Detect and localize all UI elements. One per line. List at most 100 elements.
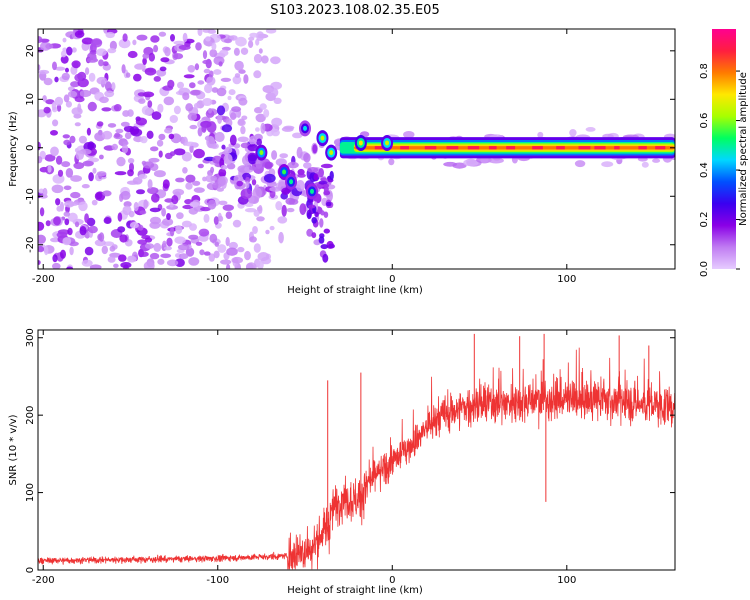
spectrogram-cell [255, 113, 266, 123]
spectrogram-cell [220, 77, 232, 82]
spectrogram-cell [56, 104, 62, 112]
spectrogram-cell [183, 74, 195, 79]
spectrogram-cell [158, 31, 167, 37]
spectrogram-cell [38, 221, 45, 231]
figure-title: S103.2023.108.02.35.E05 [270, 3, 439, 18]
spectrogram-x-tick-label: 100 [557, 274, 576, 285]
spectrogram-cell [203, 68, 211, 74]
spectrogram-cell [75, 150, 85, 160]
spectrogram-cell [81, 37, 94, 45]
transition-blob [329, 150, 334, 156]
spectrogram-cell [123, 201, 132, 208]
spectrogram-cell [43, 106, 51, 114]
spectrogram-cell [226, 263, 231, 269]
spectrogram-cell [56, 205, 63, 212]
spectrogram-cell [226, 247, 238, 256]
spectrogram-cell [585, 126, 596, 132]
spectrogram-cell [201, 123, 207, 133]
snr-x-tick-label: 100 [557, 575, 576, 586]
spectrogram-cell [308, 204, 316, 209]
spectrogram-cell [148, 157, 160, 163]
spectrogram-cell [218, 200, 228, 206]
spectrogram-cell [142, 91, 155, 98]
spectrogram-cell [141, 105, 153, 116]
spectrogram-cell [63, 94, 70, 103]
signal-band-core [506, 146, 516, 150]
spectrogram-cell [81, 184, 90, 189]
spectrogram-cell [173, 53, 184, 60]
spectrogram-cell [218, 168, 227, 177]
spectrogram-cell [247, 154, 258, 165]
spectrogram-plot-area [38, 29, 675, 269]
spectrogram-cell [271, 88, 279, 97]
spectrogram-cell [128, 210, 135, 218]
spectrogram-cell [57, 169, 64, 177]
spectrogram-cell [150, 35, 160, 43]
spectrogram-cell [38, 260, 41, 265]
spectrogram-cell [127, 158, 135, 164]
spectrogram-cell [303, 152, 311, 163]
spectrogram-y-tick-label: 20 [25, 44, 36, 57]
spectrogram-cell [61, 161, 71, 168]
spectrogram-cell [54, 96, 64, 106]
spectrogram-cell [153, 242, 162, 252]
spectrogram-cell [234, 60, 244, 71]
spectrogram-cell [185, 182, 193, 190]
spectrogram-cell [244, 208, 257, 213]
spectrogram-cell [257, 252, 270, 261]
spectrogram-cell [202, 98, 213, 106]
spectrogram-cell [56, 231, 68, 238]
spectrogram-cell [144, 67, 157, 76]
spectrogram-cell [160, 253, 172, 259]
spectrogram-cell [55, 155, 63, 165]
spectrogram-cell [283, 125, 295, 130]
spectrogram-cell [220, 164, 228, 170]
spectrogram-cell [132, 39, 137, 46]
spectrogram-cell [194, 63, 200, 71]
snr-y-tick-label: 200 [25, 406, 36, 425]
spectrogram-cell [51, 184, 64, 194]
spectrogram-cell [307, 167, 319, 173]
transition-blob [289, 179, 294, 185]
spectrogram-x-tick-label: -100 [206, 274, 229, 285]
spectrogram-cell [70, 191, 81, 199]
spectrogram-cell [104, 81, 112, 91]
spectrogram-cell [195, 42, 202, 51]
spectrogram-cell [42, 95, 47, 102]
spectrogram-cell [53, 216, 61, 226]
spectrogram-cell [219, 49, 229, 57]
spectrogram-cell [129, 126, 140, 135]
spectrogram-cell [218, 215, 224, 222]
spectrogram-cell [185, 247, 195, 257]
spectrogram-cell [181, 220, 192, 228]
spectrogram-cell [38, 234, 46, 244]
spectrogram-cell [245, 181, 250, 189]
spectrogram-cell [170, 34, 175, 42]
spectrogram-cell [178, 253, 189, 260]
spectrogram-cell [641, 161, 649, 168]
spectrogram-cell [101, 107, 112, 112]
snr-x-tick-label: -100 [206, 575, 229, 586]
spectrogram-cell [127, 50, 138, 59]
spectrogram-cell [166, 213, 171, 220]
spectrogram-cell [182, 167, 188, 174]
spectrogram-cell [210, 175, 217, 181]
spectrogram-cell [86, 217, 96, 227]
spectrogram-cell [182, 32, 188, 43]
spectrogram-cell [189, 201, 200, 208]
spectrogram-cell [252, 226, 258, 234]
spectrogram-cell [38, 69, 50, 75]
spectrogram-cell [89, 264, 102, 269]
transition-blob [309, 188, 314, 194]
spectrogram-cell [263, 109, 270, 118]
spectrogram-cell [197, 163, 204, 169]
spectrogram-cell [206, 76, 216, 86]
spectrogram-cell [255, 158, 263, 170]
spectrogram-cell [193, 102, 200, 109]
spectrogram-cell [103, 241, 115, 246]
spectrogram-cell [326, 201, 332, 207]
spectrogram-cell [225, 236, 230, 247]
spectrogram-cell [50, 146, 59, 157]
spectrogram-cell [137, 92, 146, 97]
spectrogram-cell [303, 162, 312, 169]
